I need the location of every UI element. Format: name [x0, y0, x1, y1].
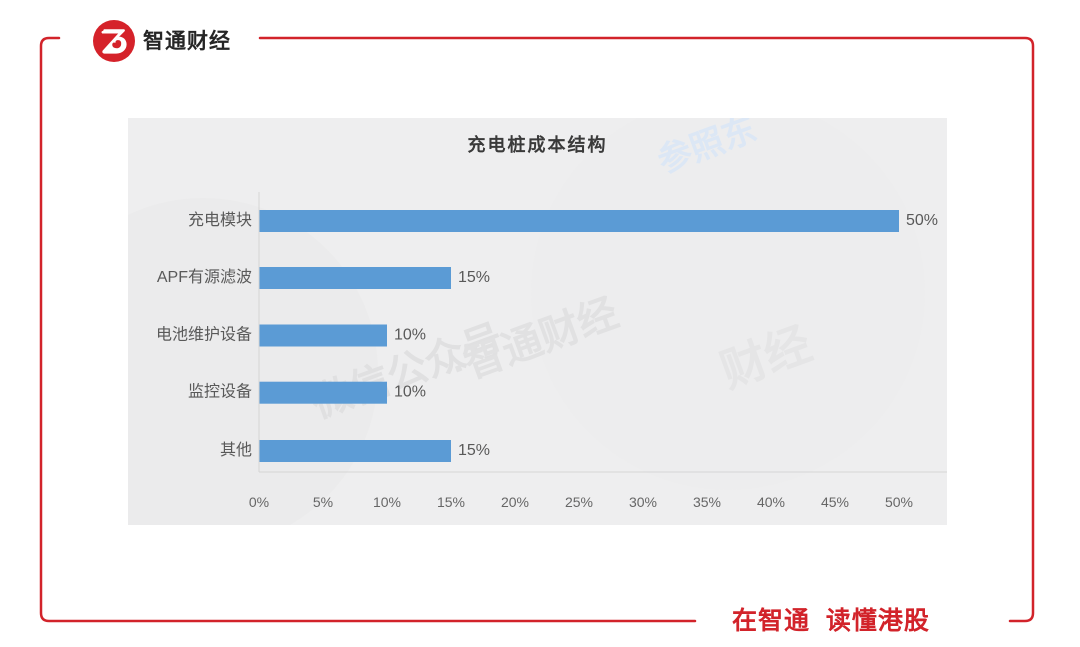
svg-text:10%: 10% [373, 494, 401, 510]
svg-text:0%: 0% [249, 494, 269, 510]
svg-text:APF有源滤波: APF有源滤波 [157, 268, 252, 286]
svg-text:20%: 20% [501, 494, 529, 510]
svg-text:25%: 25% [565, 494, 593, 510]
svg-text:10%: 10% [394, 327, 426, 344]
svg-text:10%: 10% [394, 384, 426, 401]
svg-text:45%: 45% [821, 494, 849, 510]
svg-text:15%: 15% [437, 494, 465, 510]
svg-text:50%: 50% [885, 494, 913, 510]
svg-text:监控设备: 监控设备 [188, 383, 252, 401]
svg-text:5%: 5% [313, 494, 333, 510]
svg-text:充电模块: 充电模块 [188, 211, 252, 229]
svg-text:35%: 35% [693, 494, 721, 510]
svg-text:40%: 40% [757, 494, 785, 510]
svg-text:15%: 15% [458, 442, 490, 459]
svg-text:电池维护设备: 电池维护设备 [156, 326, 252, 344]
svg-text:15%: 15% [458, 269, 490, 286]
svg-text:50%: 50% [906, 212, 938, 229]
svg-text:其他: 其他 [220, 441, 252, 459]
svg-text:30%: 30% [629, 494, 657, 510]
